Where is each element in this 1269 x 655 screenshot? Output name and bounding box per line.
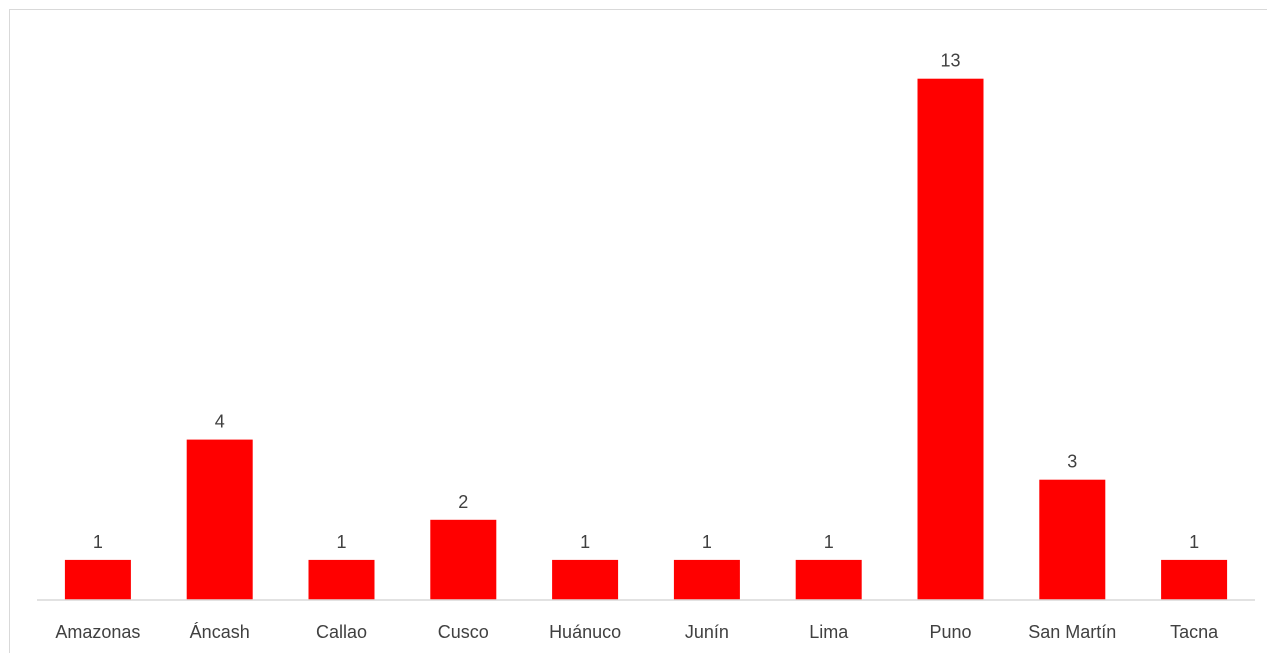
data-label-7: 13 [940,51,960,71]
data-labels-layer: 1 4 1 2 1 1 1 13 3 1 [93,51,1199,552]
category-label-5: Junín [685,622,729,642]
category-label-1: Áncash [190,622,250,642]
category-label-2: Callao [316,622,367,642]
data-label-6: 1 [824,532,834,552]
bar-9 [1161,559,1228,600]
bar-6 [795,559,862,600]
category-label-6: Lima [809,622,849,642]
bar-5 [673,559,740,600]
bar-2 [308,559,375,600]
data-label-0: 1 [93,532,103,552]
category-label-3: Cusco [438,622,489,642]
data-label-5: 1 [702,532,712,552]
category-labels-layer: Amazonas Áncash Callao Cusco Huánuco Junín Lim… [55,622,1219,642]
data-label-8: 3 [1067,452,1077,472]
bar-8 [1039,479,1106,600]
category-label-8: San Martín [1028,622,1116,642]
bar-3 [430,519,497,600]
data-label-4: 1 [580,532,590,552]
bar-7 [917,78,984,600]
data-label-9: 1 [1189,532,1199,552]
bars-layer [64,78,1228,600]
data-label-3: 2 [458,492,468,512]
category-label-9: Tacna [1170,622,1219,642]
data-label-1: 4 [215,412,225,432]
category-label-7: Puno [929,622,971,642]
category-label-4: Huánuco [549,622,621,642]
bar-0 [64,559,131,600]
bar-4 [552,559,619,600]
data-label-2: 1 [336,532,346,552]
category-label-0: Amazonas [55,622,140,642]
bar-1 [186,439,253,600]
